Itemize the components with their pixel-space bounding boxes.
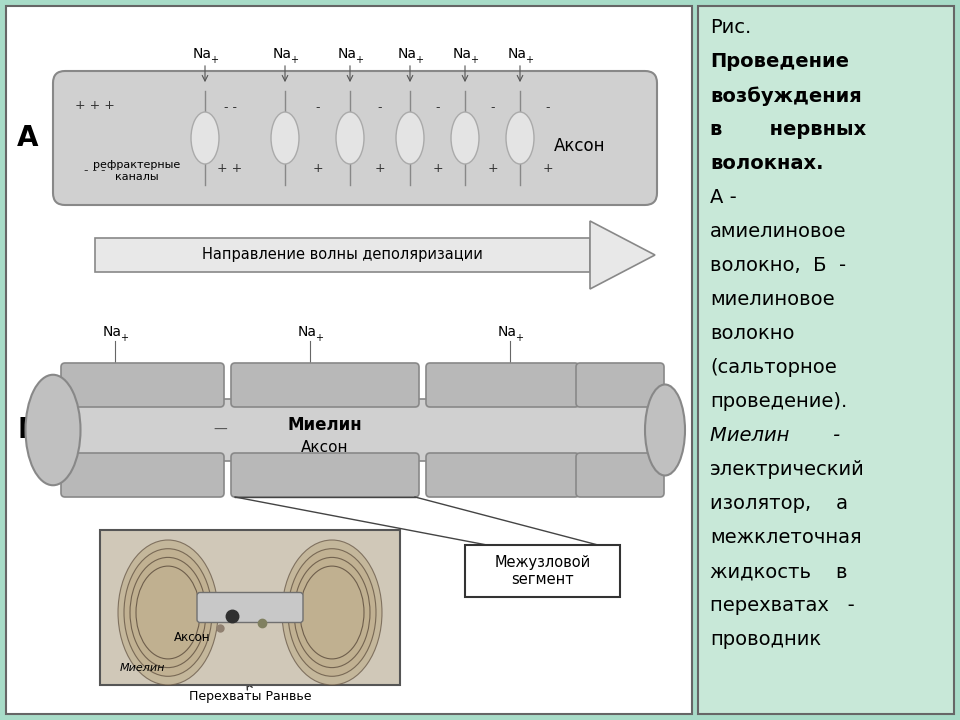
Text: миелиновое: миелиновое [710, 290, 834, 309]
Ellipse shape [118, 540, 218, 685]
Text: Na: Na [397, 47, 417, 61]
Text: + +: + + [217, 162, 243, 175]
Text: волокнах.: волокнах. [710, 154, 824, 173]
Text: амиелиновое: амиелиновое [710, 222, 847, 241]
Text: Na: Na [273, 47, 292, 61]
Text: Б: Б [17, 416, 38, 444]
Text: Направление волны деполяризации: Направление волны деполяризации [202, 248, 483, 263]
Ellipse shape [300, 566, 364, 659]
FancyBboxPatch shape [53, 71, 657, 205]
Text: Проведение: Проведение [710, 52, 849, 71]
Ellipse shape [506, 112, 534, 164]
Ellipse shape [124, 549, 212, 676]
Text: Na: Na [452, 47, 471, 61]
Text: Na: Na [103, 325, 122, 339]
FancyBboxPatch shape [6, 6, 692, 714]
Text: +: + [313, 162, 324, 175]
Text: проведение).: проведение). [710, 392, 848, 411]
Text: А: А [17, 124, 38, 152]
FancyBboxPatch shape [61, 363, 224, 407]
Ellipse shape [645, 384, 685, 475]
Text: -: - [377, 101, 382, 114]
Text: -: - [436, 101, 441, 114]
Text: +: + [315, 333, 323, 343]
Text: волокно: волокно [710, 324, 795, 343]
Text: Na: Na [508, 47, 526, 61]
Ellipse shape [26, 374, 81, 485]
Text: Межузловой
sегмент: Межузловой sегмент [494, 555, 590, 588]
FancyBboxPatch shape [95, 238, 590, 272]
Text: +: + [433, 162, 444, 175]
Text: Миелин       -: Миелин - [710, 426, 840, 445]
Text: Миелин: Миелин [119, 663, 165, 673]
FancyBboxPatch shape [61, 453, 224, 497]
Ellipse shape [451, 112, 479, 164]
Ellipse shape [191, 112, 219, 164]
Ellipse shape [294, 557, 370, 667]
FancyBboxPatch shape [100, 530, 400, 685]
Ellipse shape [396, 112, 424, 164]
Text: Миелин: Миелин [288, 416, 362, 434]
Text: -: - [316, 101, 321, 114]
Text: -: - [545, 101, 550, 114]
Ellipse shape [282, 540, 382, 685]
Text: возбуждения: возбуждения [710, 86, 862, 106]
Text: А -: А - [710, 188, 736, 207]
Text: электрический: электрический [710, 460, 865, 479]
Text: +: + [355, 55, 363, 65]
Text: -: - [491, 101, 495, 114]
Text: - -: - - [224, 101, 236, 114]
Text: межклеточная: межклеточная [710, 528, 862, 547]
Ellipse shape [336, 112, 364, 164]
Text: изолятор,    а: изолятор, а [710, 494, 848, 513]
FancyBboxPatch shape [576, 363, 664, 407]
Ellipse shape [288, 549, 376, 676]
Text: +: + [210, 55, 218, 65]
FancyBboxPatch shape [465, 545, 620, 597]
Text: Na: Na [338, 47, 356, 61]
Text: Na: Na [193, 47, 211, 61]
FancyBboxPatch shape [698, 6, 954, 714]
Text: (сальторное: (сальторное [710, 358, 837, 377]
Ellipse shape [136, 566, 200, 659]
Text: —: — [213, 423, 227, 437]
Text: + + +: + + + [75, 99, 115, 112]
Text: проводник: проводник [710, 630, 821, 649]
Text: +: + [542, 162, 553, 175]
Ellipse shape [130, 557, 206, 667]
FancyBboxPatch shape [231, 363, 419, 407]
Text: +: + [470, 55, 478, 65]
Text: в       нервных: в нервных [710, 120, 866, 139]
Ellipse shape [271, 112, 299, 164]
Text: волокно,  Б  -: волокно, Б - [710, 256, 846, 275]
Polygon shape [590, 221, 655, 289]
Text: - - -: - - - [84, 164, 106, 177]
Text: +: + [488, 162, 498, 175]
Text: рефрактерные
каналы: рефрактерные каналы [93, 160, 180, 181]
Text: +: + [120, 333, 128, 343]
Text: Перехваты Ранвье: Перехваты Ранвье [189, 690, 311, 703]
Text: Аксон: Аксон [301, 441, 348, 456]
Text: перехватах   -: перехватах - [710, 596, 854, 615]
Text: Na: Na [298, 325, 317, 339]
FancyBboxPatch shape [231, 453, 419, 497]
Text: +: + [415, 55, 423, 65]
Text: +: + [374, 162, 385, 175]
Text: +: + [525, 55, 533, 65]
Text: +: + [290, 55, 298, 65]
FancyBboxPatch shape [576, 453, 664, 497]
FancyBboxPatch shape [59, 399, 661, 461]
Text: Рис.: Рис. [710, 18, 752, 37]
Text: +: + [515, 333, 523, 343]
FancyBboxPatch shape [426, 453, 579, 497]
Text: Аксон: Аксон [174, 631, 210, 644]
Text: Аксон: Аксон [554, 137, 606, 155]
FancyBboxPatch shape [426, 363, 579, 407]
FancyBboxPatch shape [197, 593, 303, 623]
Text: Na: Na [497, 325, 516, 339]
Text: жидкость    в: жидкость в [710, 562, 848, 581]
